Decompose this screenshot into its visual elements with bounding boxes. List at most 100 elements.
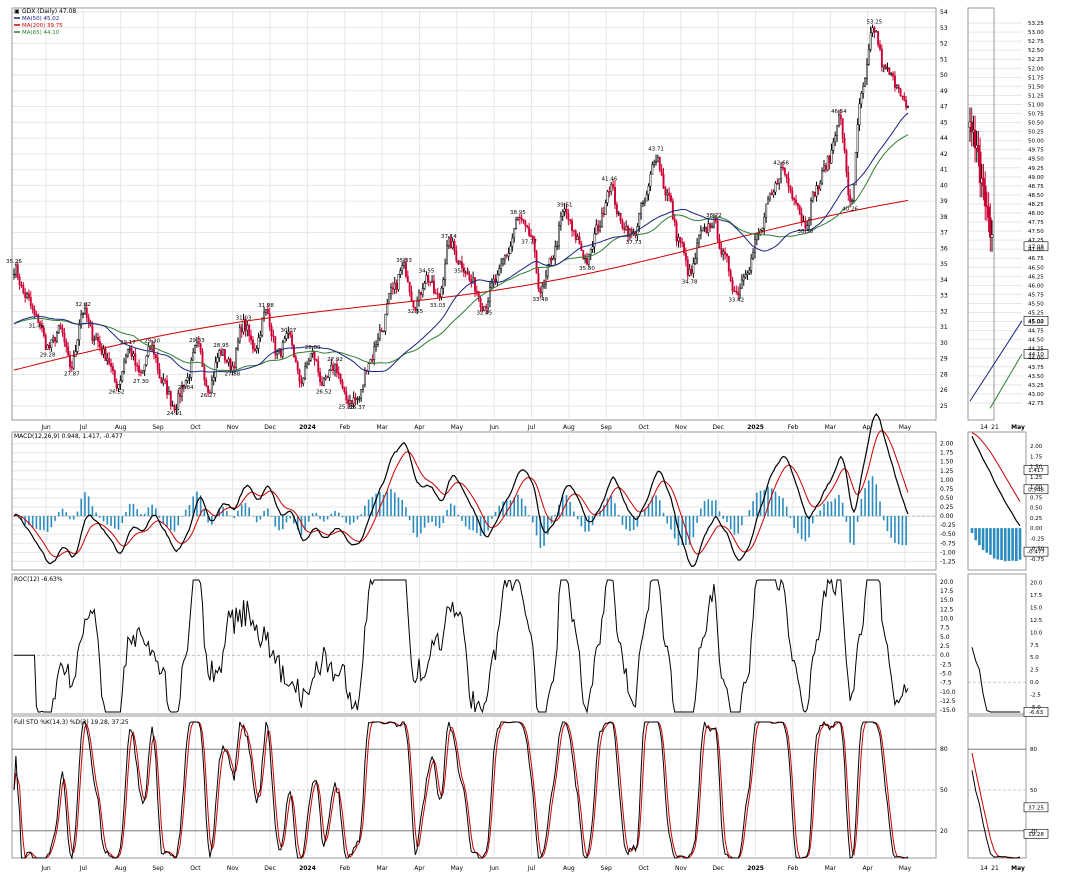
price-candle — [192, 352, 193, 360]
price-candle — [780, 167, 781, 178]
price-pivot-label: 39.51 — [557, 203, 573, 209]
price-candle — [891, 74, 892, 75]
price-candle — [23, 285, 24, 293]
price-pivot-label: 35.61 — [454, 268, 470, 274]
macd-histogram-bar — [666, 516, 668, 523]
price-y-tick-label: 53 — [940, 25, 948, 32]
price-candle — [782, 167, 783, 168]
price-pivot-label: 42.66 — [773, 161, 789, 167]
macd-histogram-bar — [73, 516, 75, 519]
macd-histogram-bar — [868, 480, 870, 516]
price-candle — [77, 340, 78, 352]
price-candle — [13, 274, 14, 275]
price-candle — [836, 126, 837, 136]
price-x-tick-label: Dec — [712, 424, 724, 431]
roc-y-tick-label: 12.5 — [940, 606, 954, 613]
price-candle — [620, 213, 621, 221]
price-candle — [605, 203, 606, 215]
ma50-line — [14, 113, 908, 372]
price-candle — [82, 314, 83, 315]
price-candle — [657, 157, 658, 161]
price-candle — [476, 291, 477, 292]
macd-histogram-bar — [554, 515, 556, 516]
zoom-y-tick-label: 49.00 — [1028, 175, 1044, 181]
price-candle — [248, 325, 249, 336]
price-candle — [327, 377, 328, 378]
price-candle — [362, 385, 363, 389]
zoom-macd-histogram-bar — [978, 528, 981, 545]
price-candle — [541, 287, 542, 293]
macd-histogram-bar — [260, 516, 262, 520]
price-candle — [853, 185, 854, 200]
zoom-macd-histogram-bar — [1011, 528, 1014, 561]
price-candle — [267, 309, 268, 314]
price-candle — [58, 325, 59, 332]
roc-y-tick-label: 7.5 — [940, 625, 950, 632]
price-pivot-label: 35.80 — [579, 266, 595, 272]
price-candle — [387, 303, 388, 314]
price-legend: ▣ GDX (Daily) 47.08 MA(50) 45.02 MA(200)… — [14, 8, 76, 36]
price-pivot-label: 40.26 — [842, 207, 858, 213]
price-pivot-label: 31.03 — [236, 315, 252, 321]
price-candle — [135, 354, 136, 366]
price-candle — [743, 277, 744, 280]
zoom-macd-histogram-bar — [982, 528, 985, 550]
price-candle — [876, 31, 877, 32]
price-candle — [485, 306, 486, 308]
roc-y-tick-label: -10.0 — [940, 689, 956, 696]
price-candle — [624, 228, 625, 230]
zoom-y-tick-label: 44.00 — [1028, 356, 1044, 362]
macd-histogram-bar — [577, 516, 579, 519]
price-candle — [219, 351, 220, 358]
price-candle — [241, 328, 242, 332]
price-candle — [263, 312, 264, 318]
price-candle — [622, 221, 623, 228]
macd-histogram-bar — [62, 509, 64, 516]
price-candle — [551, 258, 552, 260]
price-candle — [661, 169, 662, 174]
bottom-x-tick-label: Apr — [414, 865, 425, 872]
price-candle — [187, 377, 188, 380]
price-candle — [480, 298, 481, 307]
zoom-y-tick-label: 52.50 — [1028, 48, 1044, 54]
price-candle — [295, 357, 296, 362]
price-candle — [851, 200, 852, 201]
zoom-y-tick-label: 42.75 — [1028, 401, 1044, 407]
price-candle — [493, 279, 494, 283]
price-candle — [650, 174, 651, 186]
zoom-candle — [984, 186, 986, 206]
macd-histogram-bar — [84, 492, 86, 516]
macd-y-tick-label: 1.25 — [940, 468, 954, 475]
roc-panel-frame — [12, 574, 936, 714]
macd-histogram-bar — [47, 516, 49, 532]
macd-y-tick-label: -0.75 — [940, 540, 956, 547]
price-candle — [235, 348, 236, 367]
price-x-tick-label: Oct — [638, 424, 649, 431]
price-y-tick-label: 44 — [940, 135, 948, 142]
macd-histogram-bar — [245, 503, 247, 516]
macd-histogram-bar — [700, 509, 702, 516]
macd-histogram-bar — [226, 511, 228, 516]
price-y-tick-label: 35 — [940, 261, 948, 268]
macd-histogram-bar — [360, 514, 362, 516]
price-candle — [775, 183, 776, 192]
price-candle — [569, 220, 570, 221]
price-candle — [723, 252, 724, 255]
price-candle — [590, 249, 591, 254]
price-candle — [506, 255, 507, 256]
macd-histogram-bar — [413, 516, 415, 533]
macd-histogram-bar — [588, 516, 590, 531]
price-candle — [640, 203, 641, 213]
macd-histogram-bar — [301, 516, 303, 535]
macd-histogram-bar — [752, 501, 754, 516]
price-y-tick-label: 39 — [940, 198, 948, 205]
macd-histogram-bar — [857, 516, 859, 522]
macd-histogram-bar — [614, 503, 616, 516]
macd-histogram-bar — [170, 516, 172, 530]
price-candle — [497, 275, 498, 282]
price-candle — [355, 398, 356, 400]
price-candle — [616, 205, 617, 214]
zoom-macd-tick-label: -0.25 — [1030, 536, 1045, 542]
macd-histogram-bar — [610, 496, 612, 516]
price-candle — [652, 165, 653, 174]
